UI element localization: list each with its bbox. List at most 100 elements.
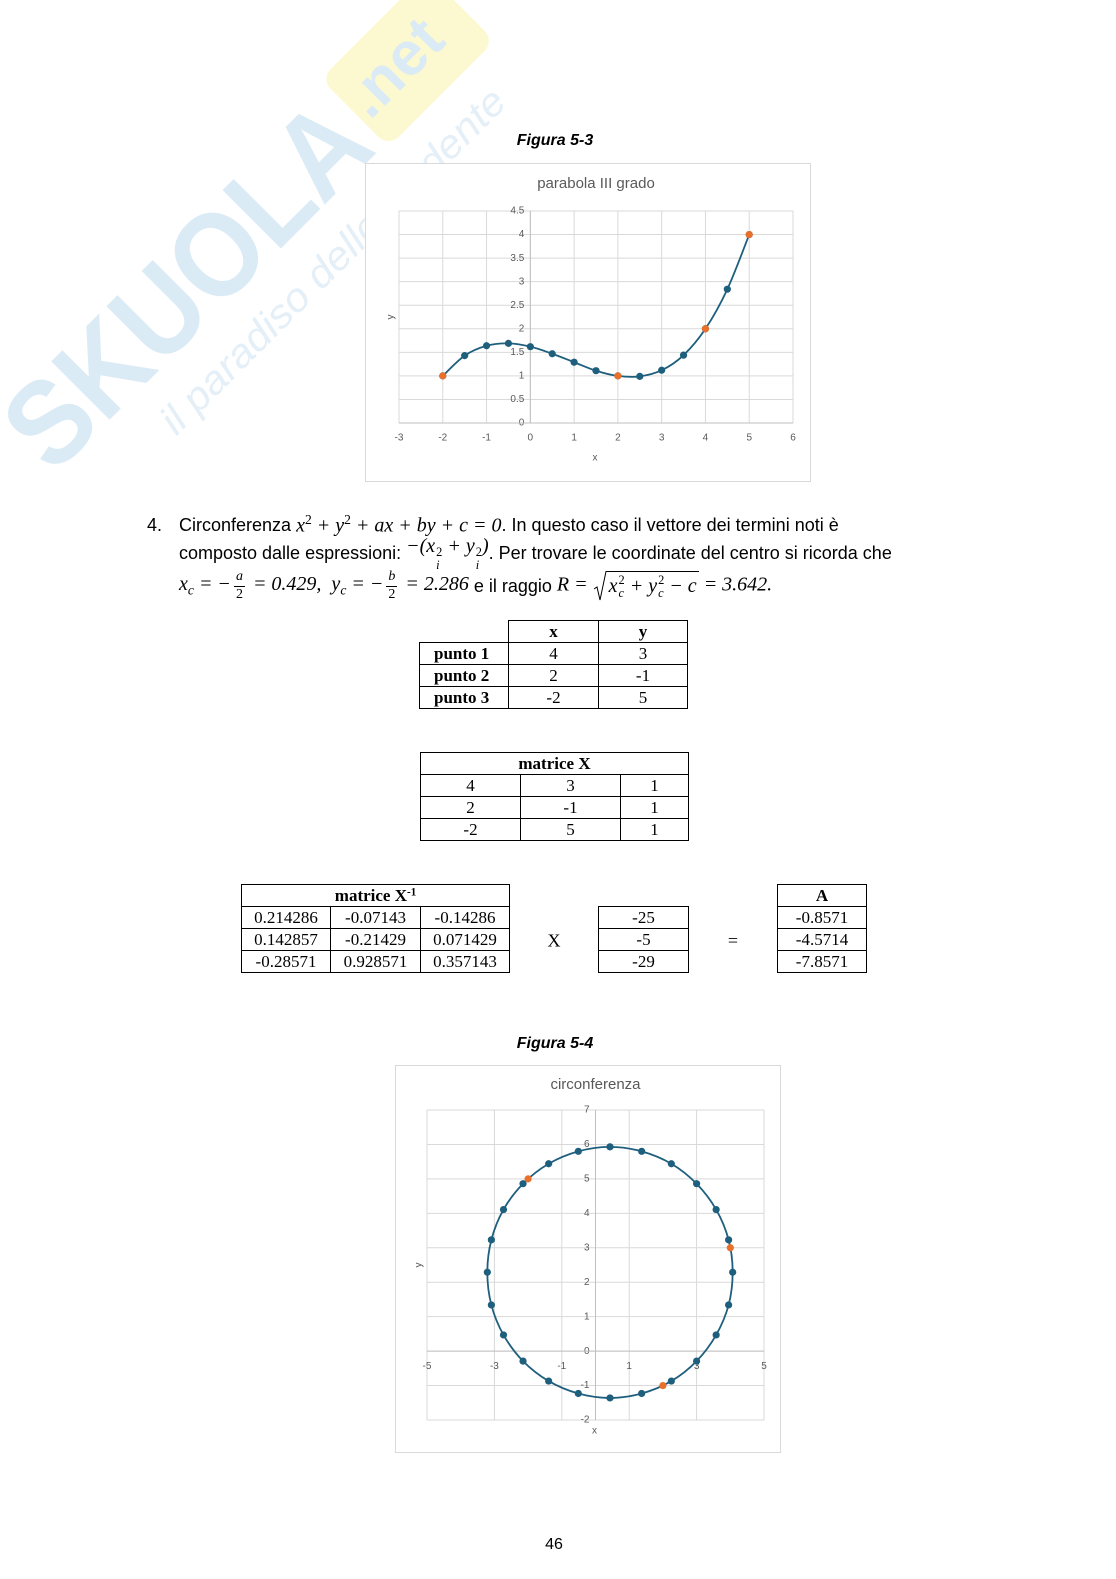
data-point <box>504 339 513 347</box>
x-tick-label: -5 <box>423 1361 432 1372</box>
data-point <box>638 1389 646 1398</box>
table-cell: 5 <box>598 686 688 709</box>
table: x y punto 1 4 3 punto 2 2 -1 punto 3 -2 5 <box>419 620 688 709</box>
superscript: 2 <box>618 573 625 588</box>
math-text: ) <box>481 534 489 557</box>
table-cell: -0.8571 <box>777 906 867 929</box>
table-cell: punto 2 <box>419 664 509 687</box>
data-point <box>712 1205 720 1214</box>
data-point <box>483 1268 491 1276</box>
y-tick-label: 2.5 <box>510 300 524 311</box>
chart-title: circonferenza <box>550 1076 641 1093</box>
table-body: -25 -5 -29 <box>598 906 689 973</box>
data-point <box>526 343 534 351</box>
math-text: + y <box>442 534 475 557</box>
table-row: 0.214286 -0.07143 -0.14286 <box>241 906 511 929</box>
x-tick-label: 3 <box>694 1361 700 1372</box>
table-cell: matrice X-1 <box>240 884 511 907</box>
radical-stroke <box>593 571 607 601</box>
x-tick-label: -3 <box>395 433 404 444</box>
table-row: punto 3 -2 5 <box>419 686 688 709</box>
table-body: matrice X-1 0.214286 -0.07143 -0.14286 0.142… <box>240 884 511 973</box>
table-row: -0.8571 <box>777 906 867 929</box>
table-cell: punto 1 <box>419 642 509 665</box>
data-point <box>499 1205 508 1214</box>
x-tick-label: -1 <box>557 1361 566 1372</box>
data-point <box>548 350 556 358</box>
denominator: 2 <box>386 585 398 602</box>
table-cell: -5 <box>598 928 689 951</box>
chart-frame <box>365 163 811 482</box>
table: A -0.8571 -4.5714 -7.8571 <box>777 884 867 973</box>
x-axis-label: x <box>593 453 598 464</box>
table-cell: 0.071429 <box>419 928 511 951</box>
table-cell: -2 <box>420 818 521 841</box>
table-body: A -0.8571 -4.5714 -7.8571 <box>777 884 867 973</box>
data-point <box>723 285 731 293</box>
x-tick-label: -3 <box>490 1361 499 1372</box>
data-point <box>487 1301 495 1309</box>
data-point <box>729 1268 737 1276</box>
data-point <box>726 1244 734 1252</box>
y-tick-label: -1 <box>581 1380 590 1391</box>
table-cell: y <box>598 620 688 643</box>
table-row: -2 5 1 <box>420 818 689 841</box>
x-tick-label: 0 <box>528 433 534 444</box>
math-text: = 2.286 <box>400 573 469 596</box>
table-cell: 0.928571 <box>330 950 421 973</box>
math-text: = 0.429, y <box>247 573 341 596</box>
text-line: composto dalle espressioni: −(x 2 i + y 2 i)… <box>179 534 892 572</box>
watermark-badge <box>326 0 489 142</box>
table-row: -29 <box>598 950 689 973</box>
table-row: -0.28571 0.928571 0.357143 <box>241 950 511 973</box>
math-text: + y <box>624 575 658 597</box>
data-point <box>519 1357 527 1365</box>
text: . Per trovare le coordinate del centro s… <box>488 542 892 563</box>
table-row: -4.5714 <box>777 928 867 951</box>
y-axis-label: y <box>386 315 397 320</box>
y-tick-label: 4 <box>584 1208 590 1219</box>
y-tick-label: 1.5 <box>510 347 524 358</box>
y-tick-label: 3 <box>519 276 525 287</box>
table-cell: 0.357143 <box>419 950 511 973</box>
math-text: = − <box>346 573 384 596</box>
text: . In questo caso il vettore dei termini … <box>501 514 839 535</box>
x-tick-label: 1 <box>571 433 577 444</box>
data-point <box>636 372 644 380</box>
y-tick-label: -2 <box>581 1415 590 1426</box>
math-text: −(x <box>406 534 436 557</box>
y-tick-label: 1 <box>519 371 525 382</box>
y-tick-label: 4.5 <box>510 206 524 217</box>
data-point <box>574 1147 582 1155</box>
x-axis-label: x <box>592 1426 597 1437</box>
x-tick-label: 4 <box>703 433 709 444</box>
table-cell: -29 <box>598 950 689 973</box>
superscript: 2 <box>436 545 443 560</box>
page-number: 46 <box>545 1536 563 1553</box>
table-cell: -0.14286 <box>419 906 511 929</box>
superscript: 2 <box>344 512 351 528</box>
data-point <box>606 1394 614 1402</box>
table-cell: -4.5714 <box>777 928 867 951</box>
text: Circonferenza <box>179 514 297 535</box>
superscript: 2 <box>658 573 665 588</box>
x-tick-label: 2 <box>615 433 621 444</box>
table-cell: -1 <box>598 664 688 687</box>
table-cell: 4 <box>508 642 599 665</box>
subscript: c <box>618 585 625 600</box>
table-cell: 5 <box>520 818 621 841</box>
table-cell: 2 <box>420 796 521 819</box>
math-text: = 3.642. <box>698 573 773 596</box>
y-tick-label: 1 <box>584 1311 590 1322</box>
data-point <box>658 366 666 374</box>
table-cell: x <box>508 620 599 643</box>
table-cell: 1 <box>620 796 689 819</box>
table-cell: 1 <box>620 818 689 841</box>
table: -25 -5 -29 <box>598 906 689 973</box>
